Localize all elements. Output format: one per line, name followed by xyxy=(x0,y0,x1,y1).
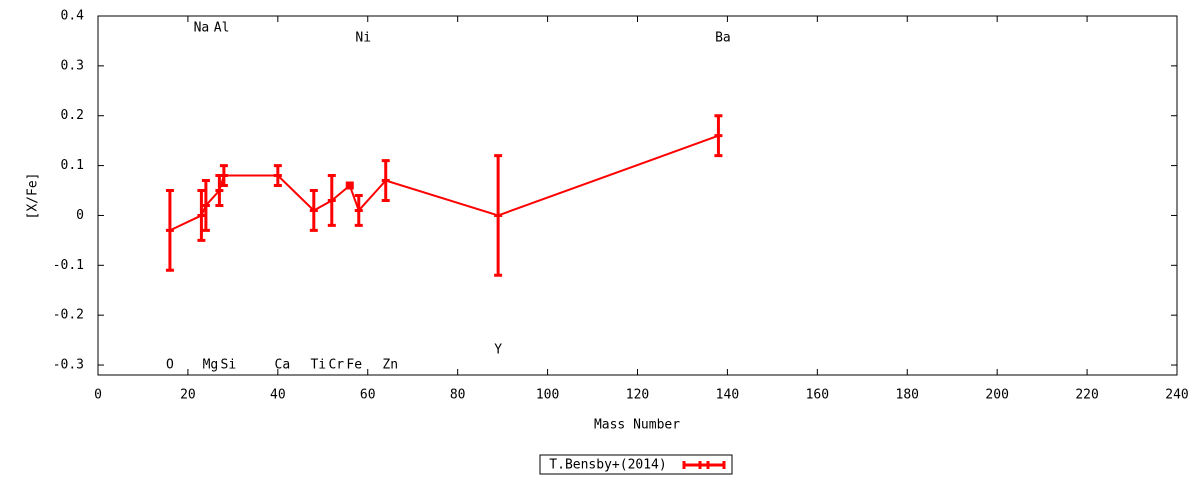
series-line xyxy=(169,134,719,232)
error-bar xyxy=(714,114,723,158)
legend-label: T.Bensby+(2014) xyxy=(549,458,666,473)
y-tick-label: 0.4 xyxy=(61,9,85,24)
error-bar xyxy=(219,164,228,188)
error-bar xyxy=(381,159,390,202)
x-tick-label: 160 xyxy=(806,388,829,403)
x-tick-label: 140 xyxy=(716,388,739,403)
x-tick-label: 120 xyxy=(626,388,649,403)
x-tick-label: 0 xyxy=(94,388,102,403)
error-bar xyxy=(327,174,336,227)
error-bar xyxy=(354,194,363,227)
element-label: Fe xyxy=(346,358,362,373)
element-label: Ca xyxy=(275,358,291,373)
element-label: Ba xyxy=(715,30,731,45)
y-tick-label: -0.2 xyxy=(53,308,84,323)
element-label: Zn xyxy=(382,358,398,373)
x-tick-label: 220 xyxy=(1075,388,1098,403)
x-tick-label: 20 xyxy=(180,388,196,403)
x-tick-label: 60 xyxy=(360,388,376,403)
element-label: Ti xyxy=(310,358,326,373)
error-bar xyxy=(494,154,503,277)
plot-frame xyxy=(97,15,1178,376)
element-label: Y xyxy=(494,343,502,358)
element-label: Ni xyxy=(355,30,371,45)
error-bar xyxy=(309,189,318,232)
x-tick-label: 40 xyxy=(270,388,286,403)
x-tick-label: 80 xyxy=(450,388,466,403)
y-tick-label: 0.2 xyxy=(61,108,84,123)
x-tick-label: 240 xyxy=(1165,388,1188,403)
element-label: Al xyxy=(214,20,230,35)
y-axis-label: [X/Fe] xyxy=(26,173,41,220)
y-tick-label: 0 xyxy=(76,208,84,223)
element-label: Na xyxy=(194,20,210,35)
x-tick-label: 200 xyxy=(985,388,1008,403)
element-label: Mg xyxy=(203,358,219,373)
y-tick-label: -0.3 xyxy=(53,358,84,373)
legend-box xyxy=(539,454,733,475)
error-bar xyxy=(197,189,206,242)
legend-sample xyxy=(682,461,726,469)
element-label: Si xyxy=(221,358,237,373)
x-tick-label: 180 xyxy=(896,388,919,403)
y-tick-label: 0.3 xyxy=(61,58,84,73)
element-label: O xyxy=(166,358,174,373)
error-bar xyxy=(215,174,224,207)
y-tick-label: 0.1 xyxy=(61,158,84,173)
error-bar xyxy=(345,181,354,190)
y-tick-label: -0.1 xyxy=(53,258,84,273)
x-tick-label: 100 xyxy=(536,388,559,403)
error-bar xyxy=(165,189,174,272)
error-bar xyxy=(273,164,282,188)
x-axis-label: Mass Number xyxy=(594,418,680,433)
element-label: Cr xyxy=(328,358,344,373)
error-bar xyxy=(201,179,210,232)
